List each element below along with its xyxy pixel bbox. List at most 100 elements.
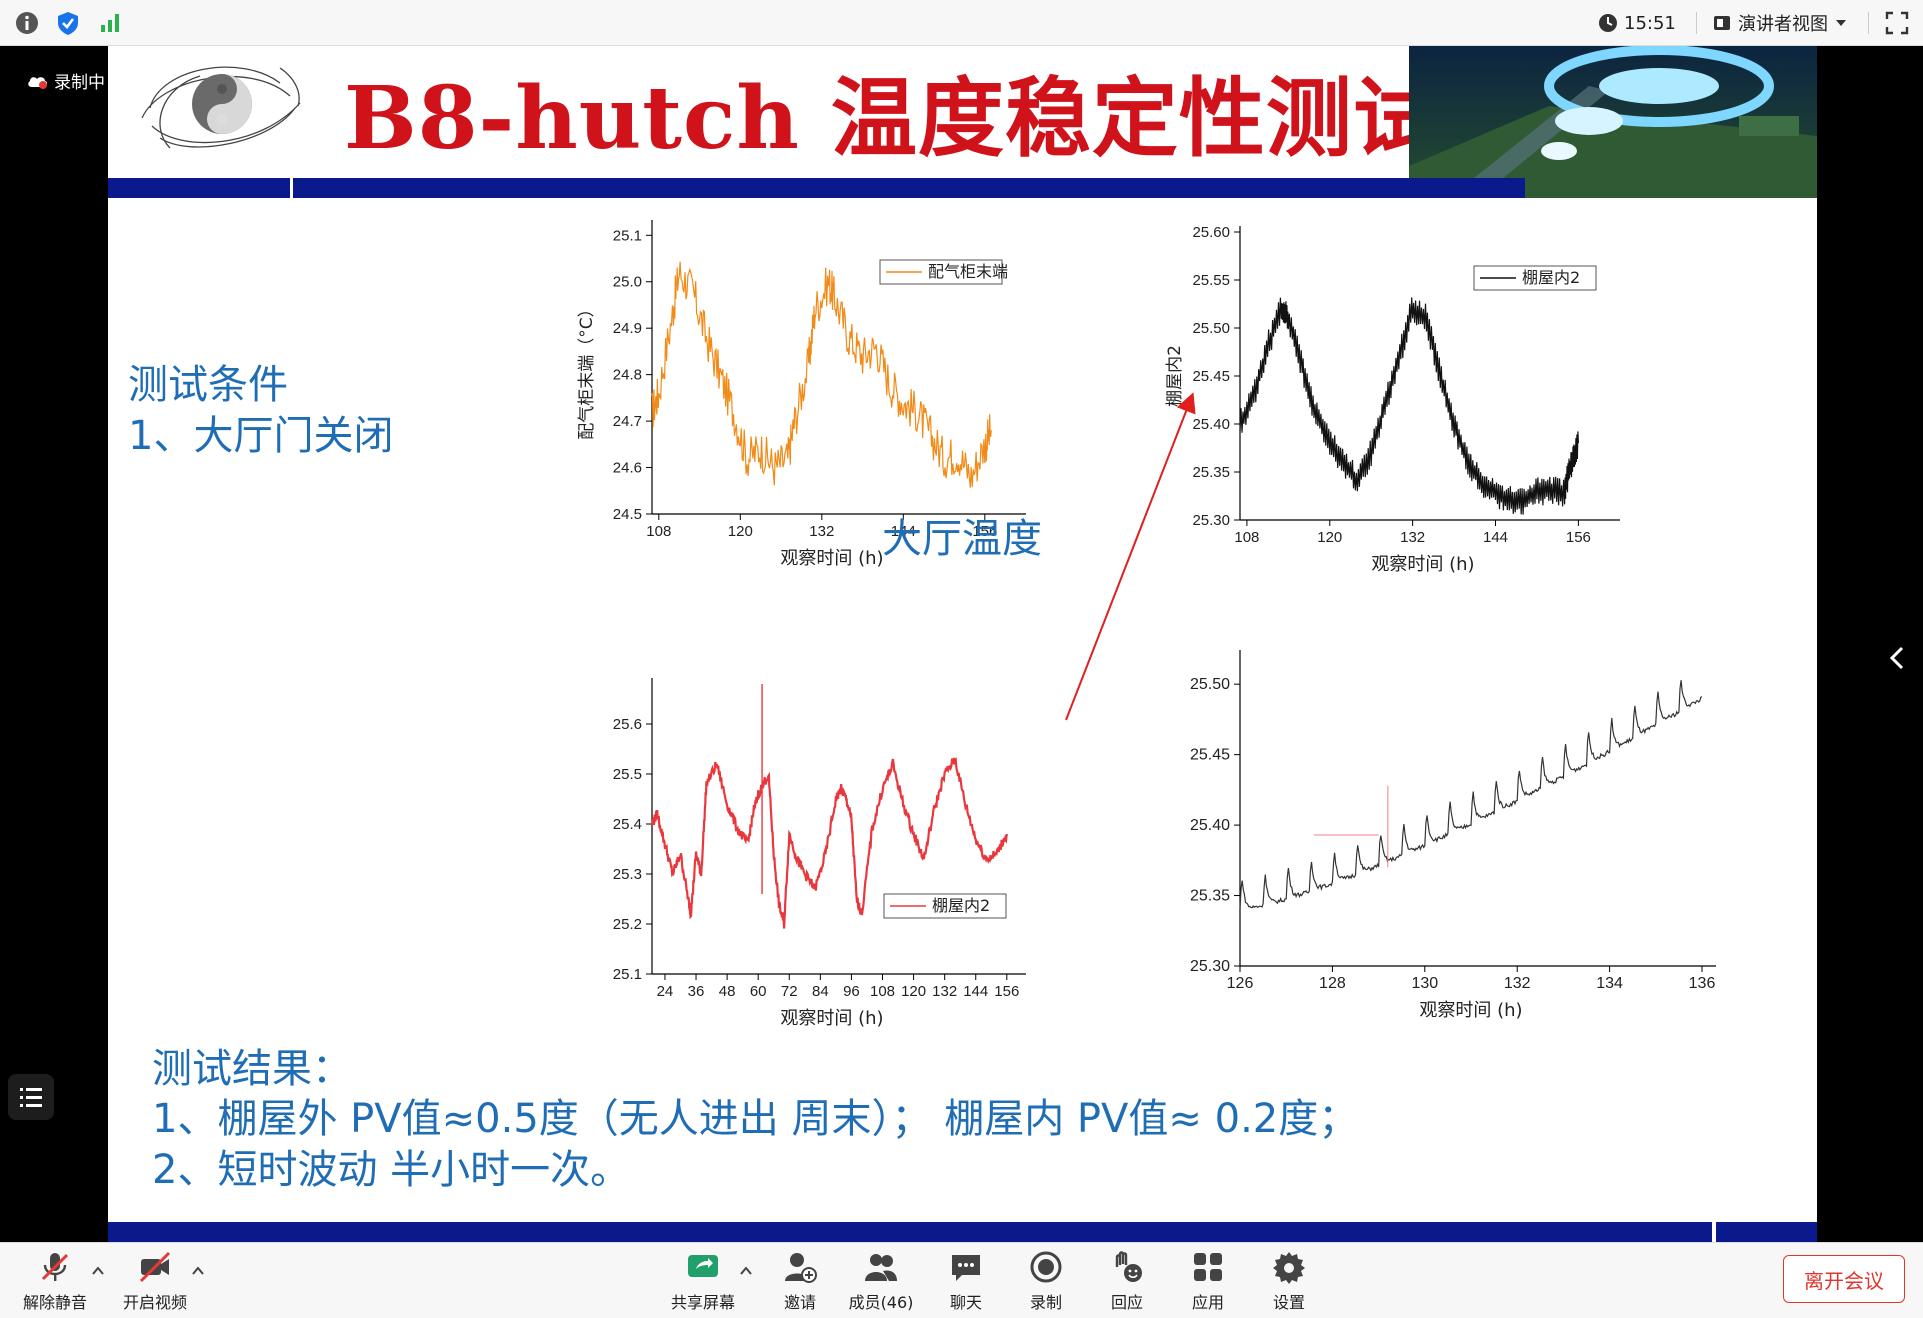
reaction-button[interactable]: 回应 bbox=[1087, 1249, 1167, 1315]
footer-rule bbox=[1716, 1222, 1817, 1242]
legend-label: 棚屋内2 bbox=[932, 896, 990, 915]
facility-aerial-image bbox=[1409, 46, 1817, 198]
chat-button[interactable]: 聊天 bbox=[926, 1249, 1006, 1315]
header-rule bbox=[108, 178, 290, 198]
y-tick-label: 25.30 bbox=[1190, 958, 1230, 975]
result-item: 1、棚屋外 PV值≈0.5度（无人进出 周末）； 棚屋内 PV值≈ 0.2度； bbox=[152, 1096, 1359, 1142]
y-tick-label: 25.1 bbox=[613, 227, 642, 244]
signal-icon[interactable] bbox=[97, 10, 123, 36]
share-screen-button[interactable]: 共享屏幕 bbox=[663, 1249, 743, 1315]
cloud-record-icon bbox=[28, 76, 48, 89]
chevron-left-icon[interactable] bbox=[1880, 640, 1916, 676]
y-axis-label: 棚屋内2 bbox=[1165, 345, 1185, 407]
start-video-label: 开启视频 bbox=[122, 1293, 187, 1312]
x-tick-label: 120 bbox=[901, 983, 926, 1000]
result-item: 2、短时波动 半小时一次。 bbox=[152, 1147, 631, 1193]
slide-list-button[interactable] bbox=[8, 1074, 54, 1120]
y-tick-label: 25.60 bbox=[1192, 224, 1230, 241]
record-label: 录制 bbox=[1029, 1293, 1062, 1312]
x-tick-label: 132 bbox=[1504, 975, 1531, 992]
header-rule bbox=[293, 178, 1525, 198]
x-tick-label: 36 bbox=[688, 983, 705, 1000]
y-axis-label: 配气柜末端（°C） bbox=[577, 300, 597, 439]
legend-label: 棚屋内2 bbox=[1522, 268, 1580, 287]
hall-temperature-chart: 108 120 132 144 156 24.5 24.6 24.7 24.8 24.9 25.0 2… bbox=[577, 220, 1026, 569]
x-tick-label: 60 bbox=[750, 983, 767, 1000]
y-tick-label: 25.2 bbox=[613, 916, 642, 933]
chat-label: 聊天 bbox=[949, 1293, 982, 1312]
y-tick-label: 24.6 bbox=[613, 460, 642, 477]
y-tick-label: 25.35 bbox=[1192, 464, 1230, 481]
leave-meeting-button[interactable]: 离开会议 bbox=[1783, 1255, 1905, 1303]
chevron-down-icon bbox=[1836, 20, 1846, 26]
y-tick-label: 25.4 bbox=[613, 816, 642, 833]
legend-label: 配气柜末端 bbox=[928, 262, 1008, 281]
record-button[interactable]: 录制 bbox=[1006, 1249, 1086, 1315]
invite-icon bbox=[785, 1253, 817, 1283]
slide-title: B8-hutch 温度稳定性测试 bbox=[344, 68, 1440, 169]
x-tick-label: 144 bbox=[963, 983, 988, 1000]
apps-icon bbox=[1194, 1253, 1222, 1281]
x-tick-label: 130 bbox=[1411, 975, 1438, 992]
y-tick-label: 24.9 bbox=[613, 320, 642, 337]
shield-check-icon[interactable] bbox=[55, 10, 81, 36]
meeting-toolbar: 解除静音 开启视频 共享屏幕 邀请 成员(46) 聊天 录制 回应 应用 设置 … bbox=[0, 1242, 1923, 1318]
settings-button[interactable]: 设置 bbox=[1249, 1249, 1329, 1315]
y-tick-label: 25.50 bbox=[1192, 320, 1230, 337]
x-tick-label: 126 bbox=[1227, 975, 1254, 992]
x-tick-label: 120 bbox=[728, 523, 753, 540]
chevron-up-icon[interactable] bbox=[90, 1263, 106, 1279]
chevron-up-icon[interactable] bbox=[738, 1263, 754, 1279]
members-button[interactable]: 成员(46) bbox=[841, 1249, 921, 1315]
y-tick-label: 25.0 bbox=[613, 274, 642, 291]
x-tick-label: 48 bbox=[719, 983, 736, 1000]
members-icon bbox=[865, 1254, 897, 1281]
y-tick-label: 24.8 bbox=[613, 367, 642, 384]
chat-icon bbox=[952, 1255, 980, 1281]
apps-label: 应用 bbox=[1191, 1293, 1224, 1312]
institute-logo bbox=[141, 66, 301, 149]
mic-muted-icon bbox=[41, 1253, 69, 1281]
x-axis-label: 观察时间 (h) bbox=[780, 548, 883, 569]
unmute-button[interactable]: 解除静音 bbox=[15, 1249, 95, 1315]
info-icon[interactable] bbox=[14, 10, 40, 36]
start-video-button[interactable]: 开启视频 bbox=[115, 1249, 195, 1315]
x-tick-label: 136 bbox=[1689, 975, 1716, 992]
invite-button[interactable]: 邀请 bbox=[760, 1249, 840, 1315]
video-off-icon bbox=[139, 1251, 171, 1283]
y-tick-label: 25.1 bbox=[613, 966, 642, 983]
fullscreen-icon[interactable] bbox=[1884, 10, 1910, 36]
presenter-view-icon bbox=[1714, 16, 1730, 30]
x-tick-label: 132 bbox=[809, 523, 834, 540]
x-tick-label: 72 bbox=[781, 983, 798, 1000]
hutch-detail-chart: 126 128 130 132 134 136 25.30 25.35 25.40 25.45 25… bbox=[1190, 650, 1716, 1021]
x-tick-label: 132 bbox=[932, 983, 957, 1000]
apps-button[interactable]: 应用 bbox=[1168, 1249, 1248, 1315]
chevron-up-icon[interactable] bbox=[190, 1263, 206, 1279]
x-tick-label: 156 bbox=[972, 523, 997, 540]
presenter-view-dropdown[interactable]: 演讲者视图 bbox=[1712, 11, 1848, 35]
recording-label: 录制中 bbox=[54, 73, 105, 93]
x-tick-label: 134 bbox=[1596, 975, 1623, 992]
y-tick-label: 25.40 bbox=[1192, 416, 1230, 433]
x-tick-label: 132 bbox=[1400, 529, 1425, 546]
share-screen-label: 共享屏幕 bbox=[670, 1293, 735, 1312]
y-tick-label: 25.6 bbox=[613, 716, 642, 733]
x-axis-label: 观察时间 (h) bbox=[1371, 554, 1474, 575]
meeting-top-bar: 15:51 演讲者视图 bbox=[0, 0, 1923, 46]
y-tick-label: 25.45 bbox=[1190, 747, 1230, 764]
invite-label: 邀请 bbox=[783, 1293, 816, 1312]
y-tick-label: 25.40 bbox=[1190, 817, 1230, 834]
x-tick-label: 144 bbox=[1483, 529, 1508, 546]
reaction-label: 回应 bbox=[1110, 1293, 1143, 1312]
data-series-line bbox=[1239, 680, 1703, 910]
divider bbox=[1868, 12, 1869, 34]
x-tick-label: 108 bbox=[1234, 529, 1259, 546]
reaction-icon bbox=[1115, 1251, 1142, 1282]
settings-label: 设置 bbox=[1272, 1293, 1305, 1312]
recording-indicator[interactable]: 录制中 bbox=[26, 68, 105, 93]
y-tick-label: 25.5 bbox=[613, 766, 642, 783]
y-tick-label: 25.50 bbox=[1190, 676, 1230, 693]
x-tick-label: 156 bbox=[1566, 529, 1591, 546]
divider bbox=[1696, 12, 1697, 34]
